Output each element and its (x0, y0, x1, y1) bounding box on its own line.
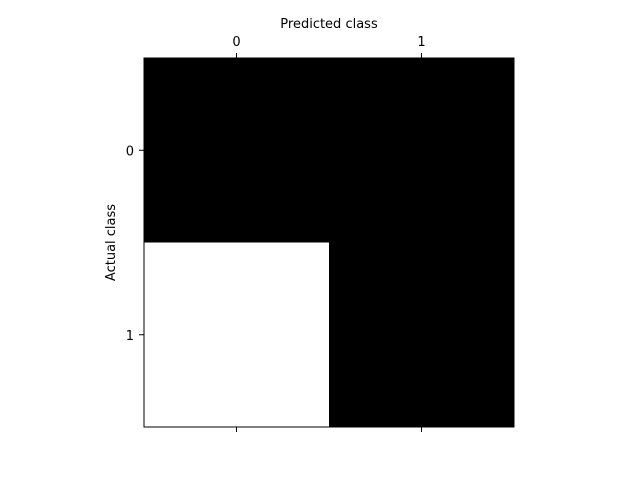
plot-frame (143, 57, 515, 428)
y-axis-ticks: 01 (126, 144, 144, 344)
x-tick-label-1: 1 (417, 35, 425, 50)
y-tick-label-1: 1 (126, 329, 134, 344)
cell-actual-1-predicted-1 (329, 242, 514, 427)
cell-actual-1-predicted-0 (144, 242, 329, 427)
cell-actual-0-predicted-0 (144, 58, 329, 243)
y-axis-label: Actual class (104, 204, 119, 281)
x-tick-label-0: 0 (232, 35, 240, 50)
y-tick-label-0: 0 (126, 144, 134, 159)
cell-actual-0-predicted-1 (329, 58, 514, 243)
x-axis-label: Predicted class (280, 17, 378, 32)
x-axis-ticks-bottom (236, 427, 422, 432)
heatmap-cells (144, 58, 514, 427)
